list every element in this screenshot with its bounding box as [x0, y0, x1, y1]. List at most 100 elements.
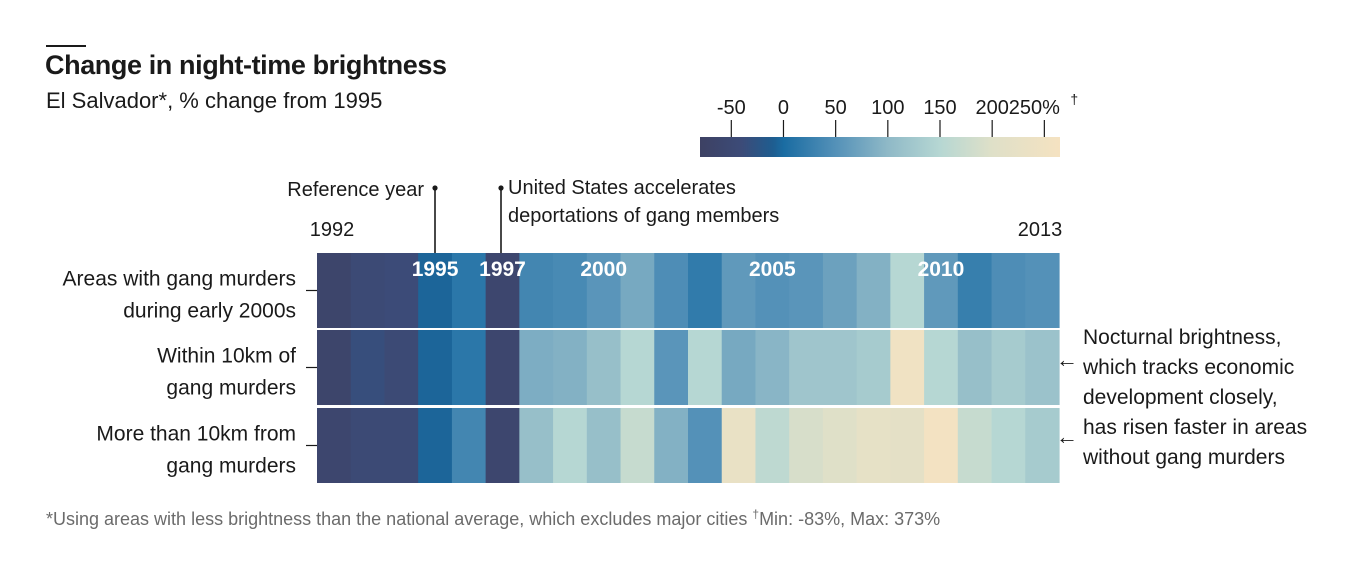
heatmap-cell [822, 408, 858, 483]
heatmap-cell [924, 253, 959, 328]
cell-year-label: 1995 [412, 258, 459, 281]
heatmap-cell [755, 330, 790, 405]
color-scale-dagger: † [1070, 91, 1078, 107]
title-rule [46, 45, 86, 47]
heatmap-cell [890, 408, 925, 483]
heatmap-cell [688, 330, 723, 405]
color-scale-tick-label: 250% [1009, 97, 1060, 119]
heatmap-cell [688, 408, 723, 483]
heatmap-cell [317, 330, 352, 405]
heatmap-cell [721, 330, 757, 405]
heatmap-cell [553, 253, 588, 328]
reference-year-label: Reference year [287, 179, 424, 201]
heatmap-cell [553, 330, 588, 405]
row-label: More than 10km from [96, 423, 296, 446]
side-note-line: without gang murders [1082, 446, 1285, 469]
cell-year-label: 2005 [749, 258, 796, 281]
heatmap-cell [721, 408, 757, 483]
heatmap-cell [384, 408, 419, 483]
color-scale-tick-label: 100 [871, 97, 904, 119]
heatmap-cell [620, 330, 655, 405]
heatmap-cell [755, 253, 790, 328]
deportations-label-line2: deportations of gang members [508, 205, 779, 227]
color-scale-tick-label: -50 [717, 97, 746, 119]
heatmap-cell [384, 253, 419, 328]
heatmap-cell [317, 408, 352, 483]
side-note-line: Nocturnal brightness, [1083, 326, 1281, 349]
heatmap-cell [451, 253, 487, 328]
row-label: gang murders [166, 455, 296, 478]
color-scale-legend: -50 0 50 100 150 200 250% † [700, 91, 1078, 157]
heatmap-cell [822, 253, 858, 328]
row-label: Areas with gang murders [63, 268, 296, 291]
heatmap-cell [418, 253, 453, 328]
heatmap-cell [890, 330, 925, 405]
heatmap-cell [451, 330, 487, 405]
heatmap-cell [418, 330, 453, 405]
chart-title: Change in night-time brightness [45, 50, 447, 80]
heatmap-cell [620, 253, 655, 328]
heatmap-cell [654, 330, 689, 405]
heatmap-cell [485, 330, 520, 405]
heatmap-cell [654, 408, 689, 483]
side-note: Nocturnal brightness, which tracks econom… [1056, 326, 1307, 469]
heatmap-cell [991, 330, 1026, 405]
chart-subtitle: El Salvador*, % change from 1995 [46, 88, 383, 113]
heatmap-cell [451, 408, 487, 483]
heatmap-cell [789, 408, 824, 483]
heatmap-cell [317, 253, 352, 328]
heatmap-cell [957, 253, 993, 328]
cell-year-label: 2000 [580, 258, 627, 281]
heatmap-cell [519, 408, 554, 483]
side-note-arrow: ← [1056, 347, 1078, 372]
side-note-line: has risen faster in areas [1083, 416, 1307, 439]
heatmap-cell [350, 253, 386, 328]
heatmap-cell [553, 408, 588, 483]
side-note-line: which tracks economic [1082, 356, 1294, 379]
footnote: *Using areas with less brightness than t… [46, 507, 940, 530]
color-scale-tick-label: 50 [825, 97, 847, 119]
heatmap-cell [586, 408, 622, 483]
end-year-label: 2013 [1018, 219, 1063, 241]
heatmap-cell [789, 330, 824, 405]
heatmap-cell [350, 408, 386, 483]
start-year-label: 1992 [310, 219, 355, 241]
cell-year-label: 2010 [918, 258, 965, 281]
heatmap-cell [856, 330, 891, 405]
cell-year-label: 1997 [479, 258, 526, 281]
row-label: during early 2000s [123, 300, 296, 323]
heatmap-cell [991, 253, 1026, 328]
row-label: Within 10km of [157, 345, 296, 368]
heatmap-cell [1025, 408, 1060, 483]
color-scale-tick-label: 200 [975, 97, 1008, 119]
annotations: Reference year United States accelerates… [287, 177, 1062, 253]
footnote-main: *Using areas with less brightness than t… [46, 509, 753, 529]
heatmap-cell [384, 330, 419, 405]
heatmap-cell [1025, 253, 1060, 328]
heatmap-cell [654, 253, 689, 328]
side-note-arrow: ← [1056, 424, 1078, 449]
heatmap-cell [485, 253, 520, 328]
heatmap-cell [519, 253, 554, 328]
color-scale-tick-label: 0 [778, 97, 789, 119]
heatmap-cell [822, 330, 858, 405]
heatmap-cell [350, 330, 386, 405]
deportations-label-line1: United States accelerates [508, 177, 736, 199]
footnote-minmax: Min: -83%, Max: 373% [759, 509, 941, 529]
heatmap-cell [924, 330, 959, 405]
color-scale-bar [700, 137, 1060, 157]
color-scale-tick-label: 150 [923, 97, 956, 119]
heatmap-cell [856, 253, 891, 328]
heatmap-cell [991, 408, 1026, 483]
heatmap-cell [890, 253, 925, 328]
footnote-dagger: † [752, 507, 760, 521]
heatmap-cell [957, 408, 993, 483]
heatmap-cell [856, 408, 891, 483]
heatmap-cell [789, 253, 824, 328]
heatmap-cell [418, 408, 453, 483]
heatmap-cell [519, 330, 554, 405]
heatmap-cell [688, 253, 723, 328]
heatmap-cell [485, 408, 520, 483]
heatmap-cells: 1995 1997 2000 2005 2010 [317, 253, 1060, 483]
